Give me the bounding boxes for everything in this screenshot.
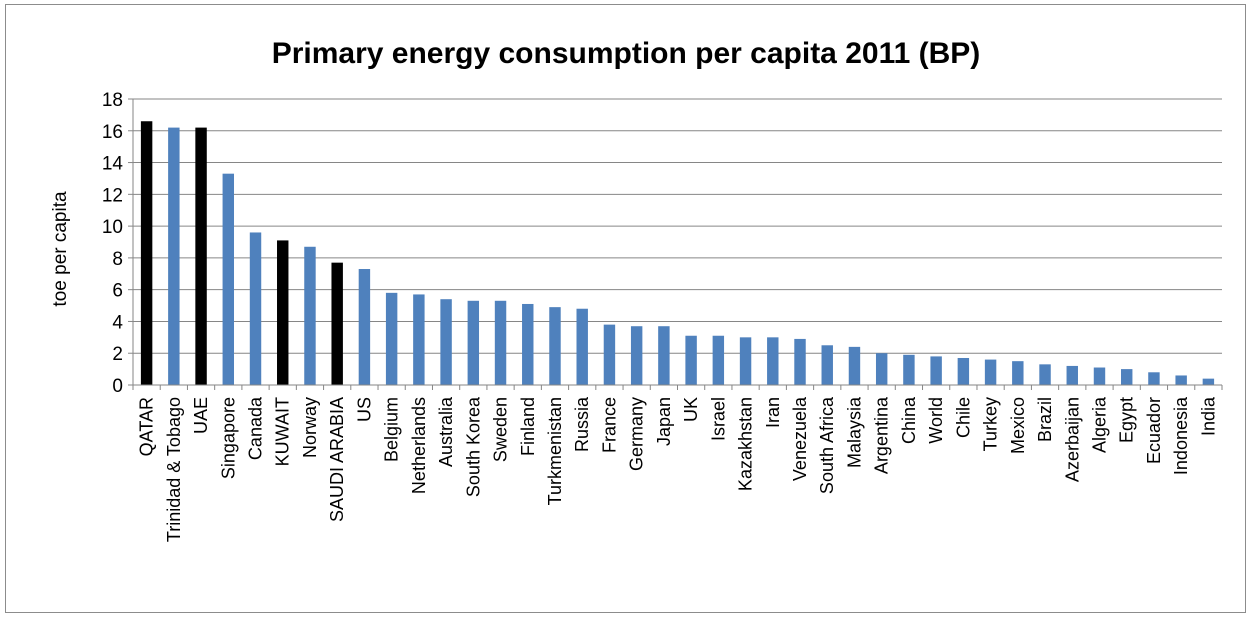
x-tick-label: Iran	[763, 397, 783, 428]
x-tick-label: Brazil	[1035, 397, 1055, 442]
x-tick-label: Israel	[708, 397, 728, 441]
gridlines	[133, 99, 1222, 353]
bar	[168, 128, 179, 385]
bar	[822, 345, 833, 385]
x-tick-label: Japan	[654, 397, 674, 446]
chart-frame: Primary energy consumption per capita 20…	[5, 4, 1246, 613]
y-tick-label: 4	[112, 312, 123, 333]
x-tick-label: Malaysia	[844, 396, 864, 468]
bar	[141, 121, 152, 385]
bar	[767, 337, 778, 385]
x-tick-label: Egypt	[1117, 397, 1137, 443]
x-tick-label: KUWAIT	[273, 397, 293, 466]
y-tick-label: 2	[112, 344, 123, 365]
bar	[1012, 361, 1023, 385]
bar	[849, 347, 860, 385]
x-tick-label: QATAR	[137, 397, 157, 456]
bar	[195, 128, 206, 385]
x-tick-label: Sweden	[491, 397, 511, 462]
y-tick-label: 10	[102, 217, 123, 238]
x-tick-label: Chile	[953, 397, 973, 438]
y-axis-ticks: 0 2 4 6 8 10 12 14 16 18	[102, 90, 133, 397]
y-tick-label: 6	[112, 281, 123, 302]
x-tick-label: Azerbaijan	[1062, 397, 1082, 482]
y-tick-label: 0	[112, 376, 123, 397]
x-tick-label: US	[354, 397, 374, 422]
y-axis-label: toe per capita	[50, 191, 71, 307]
x-tick-label: Turkey	[981, 397, 1001, 451]
bar	[604, 325, 615, 385]
bar	[930, 356, 941, 385]
x-tick-label: Canada	[246, 396, 266, 460]
bar	[522, 304, 533, 385]
x-tick-label: UAE	[191, 397, 211, 434]
bars	[141, 121, 1214, 385]
y-tick-label: 14	[102, 154, 124, 175]
bar	[985, 360, 996, 385]
bar	[903, 355, 914, 385]
x-tick-label: Kazakhstan	[736, 397, 756, 491]
bar	[277, 240, 288, 385]
bar	[413, 294, 424, 385]
x-tick-label: Singapore	[218, 397, 238, 479]
bar	[250, 232, 261, 385]
bar	[713, 336, 724, 385]
bar	[440, 299, 451, 385]
x-tick-label: Germany	[627, 397, 647, 471]
bar	[958, 358, 969, 385]
x-tick-label: South Korea	[463, 396, 483, 497]
bar	[359, 269, 370, 385]
bar	[1039, 364, 1050, 385]
bar	[876, 353, 887, 385]
bar	[304, 247, 315, 385]
x-tick-label: Finland	[518, 397, 538, 456]
y-tick-label: 12	[102, 185, 123, 206]
x-tick-label: UK	[681, 397, 701, 422]
bar	[386, 293, 397, 385]
x-tick-label: Belgium	[382, 397, 402, 462]
x-tick-label: Turkmenistan	[545, 397, 565, 505]
axes	[133, 99, 1222, 390]
x-tick-label: Netherlands	[409, 397, 429, 494]
chart-title: Primary energy consumption per capita 20…	[272, 37, 981, 70]
bar	[1175, 375, 1186, 385]
bar-chart: Primary energy consumption per capita 20…	[6, 5, 1247, 614]
bar	[331, 263, 342, 385]
bar	[631, 326, 642, 385]
x-tick-label: Mexico	[1008, 397, 1028, 454]
bar	[495, 301, 506, 385]
x-tick-label: South Africa	[817, 396, 837, 494]
bar	[1121, 369, 1132, 385]
x-tick-label: Trinidad & Tobago	[164, 397, 184, 542]
bar	[468, 301, 479, 385]
bar	[549, 307, 560, 385]
bar	[223, 174, 234, 385]
x-tick-label: Venezuela	[790, 396, 810, 481]
x-tick-label: World	[926, 397, 946, 444]
x-tick-label: Ecuador	[1144, 397, 1164, 464]
bar	[658, 326, 669, 385]
x-tick-label: Indonesia	[1171, 396, 1191, 475]
y-tick-label: 8	[112, 249, 123, 270]
y-tick-label: 16	[102, 122, 123, 143]
x-tick-label: Australia	[436, 396, 456, 467]
x-tick-label: Argentina	[872, 396, 892, 474]
y-tick-label: 18	[102, 90, 123, 111]
x-tick-label: SAUDI ARABIA	[327, 397, 347, 522]
x-tick-label: China	[899, 396, 919, 444]
x-tick-label: Algeria	[1089, 396, 1109, 453]
x-tick-label: India	[1198, 396, 1218, 436]
bar	[740, 337, 751, 385]
bar	[794, 339, 805, 385]
x-tick-label: Russia	[572, 396, 592, 452]
bar	[685, 336, 696, 385]
x-axis-labels: QATAR Trinidad & Tobago UAE Singapore Canada…	[137, 396, 1219, 542]
x-tick-label: France	[599, 397, 619, 453]
bar	[1203, 379, 1214, 385]
bar	[576, 309, 587, 385]
bar	[1094, 368, 1105, 385]
bar	[1067, 366, 1078, 385]
bar	[1148, 372, 1159, 385]
x-tick-label: Norway	[300, 397, 320, 458]
